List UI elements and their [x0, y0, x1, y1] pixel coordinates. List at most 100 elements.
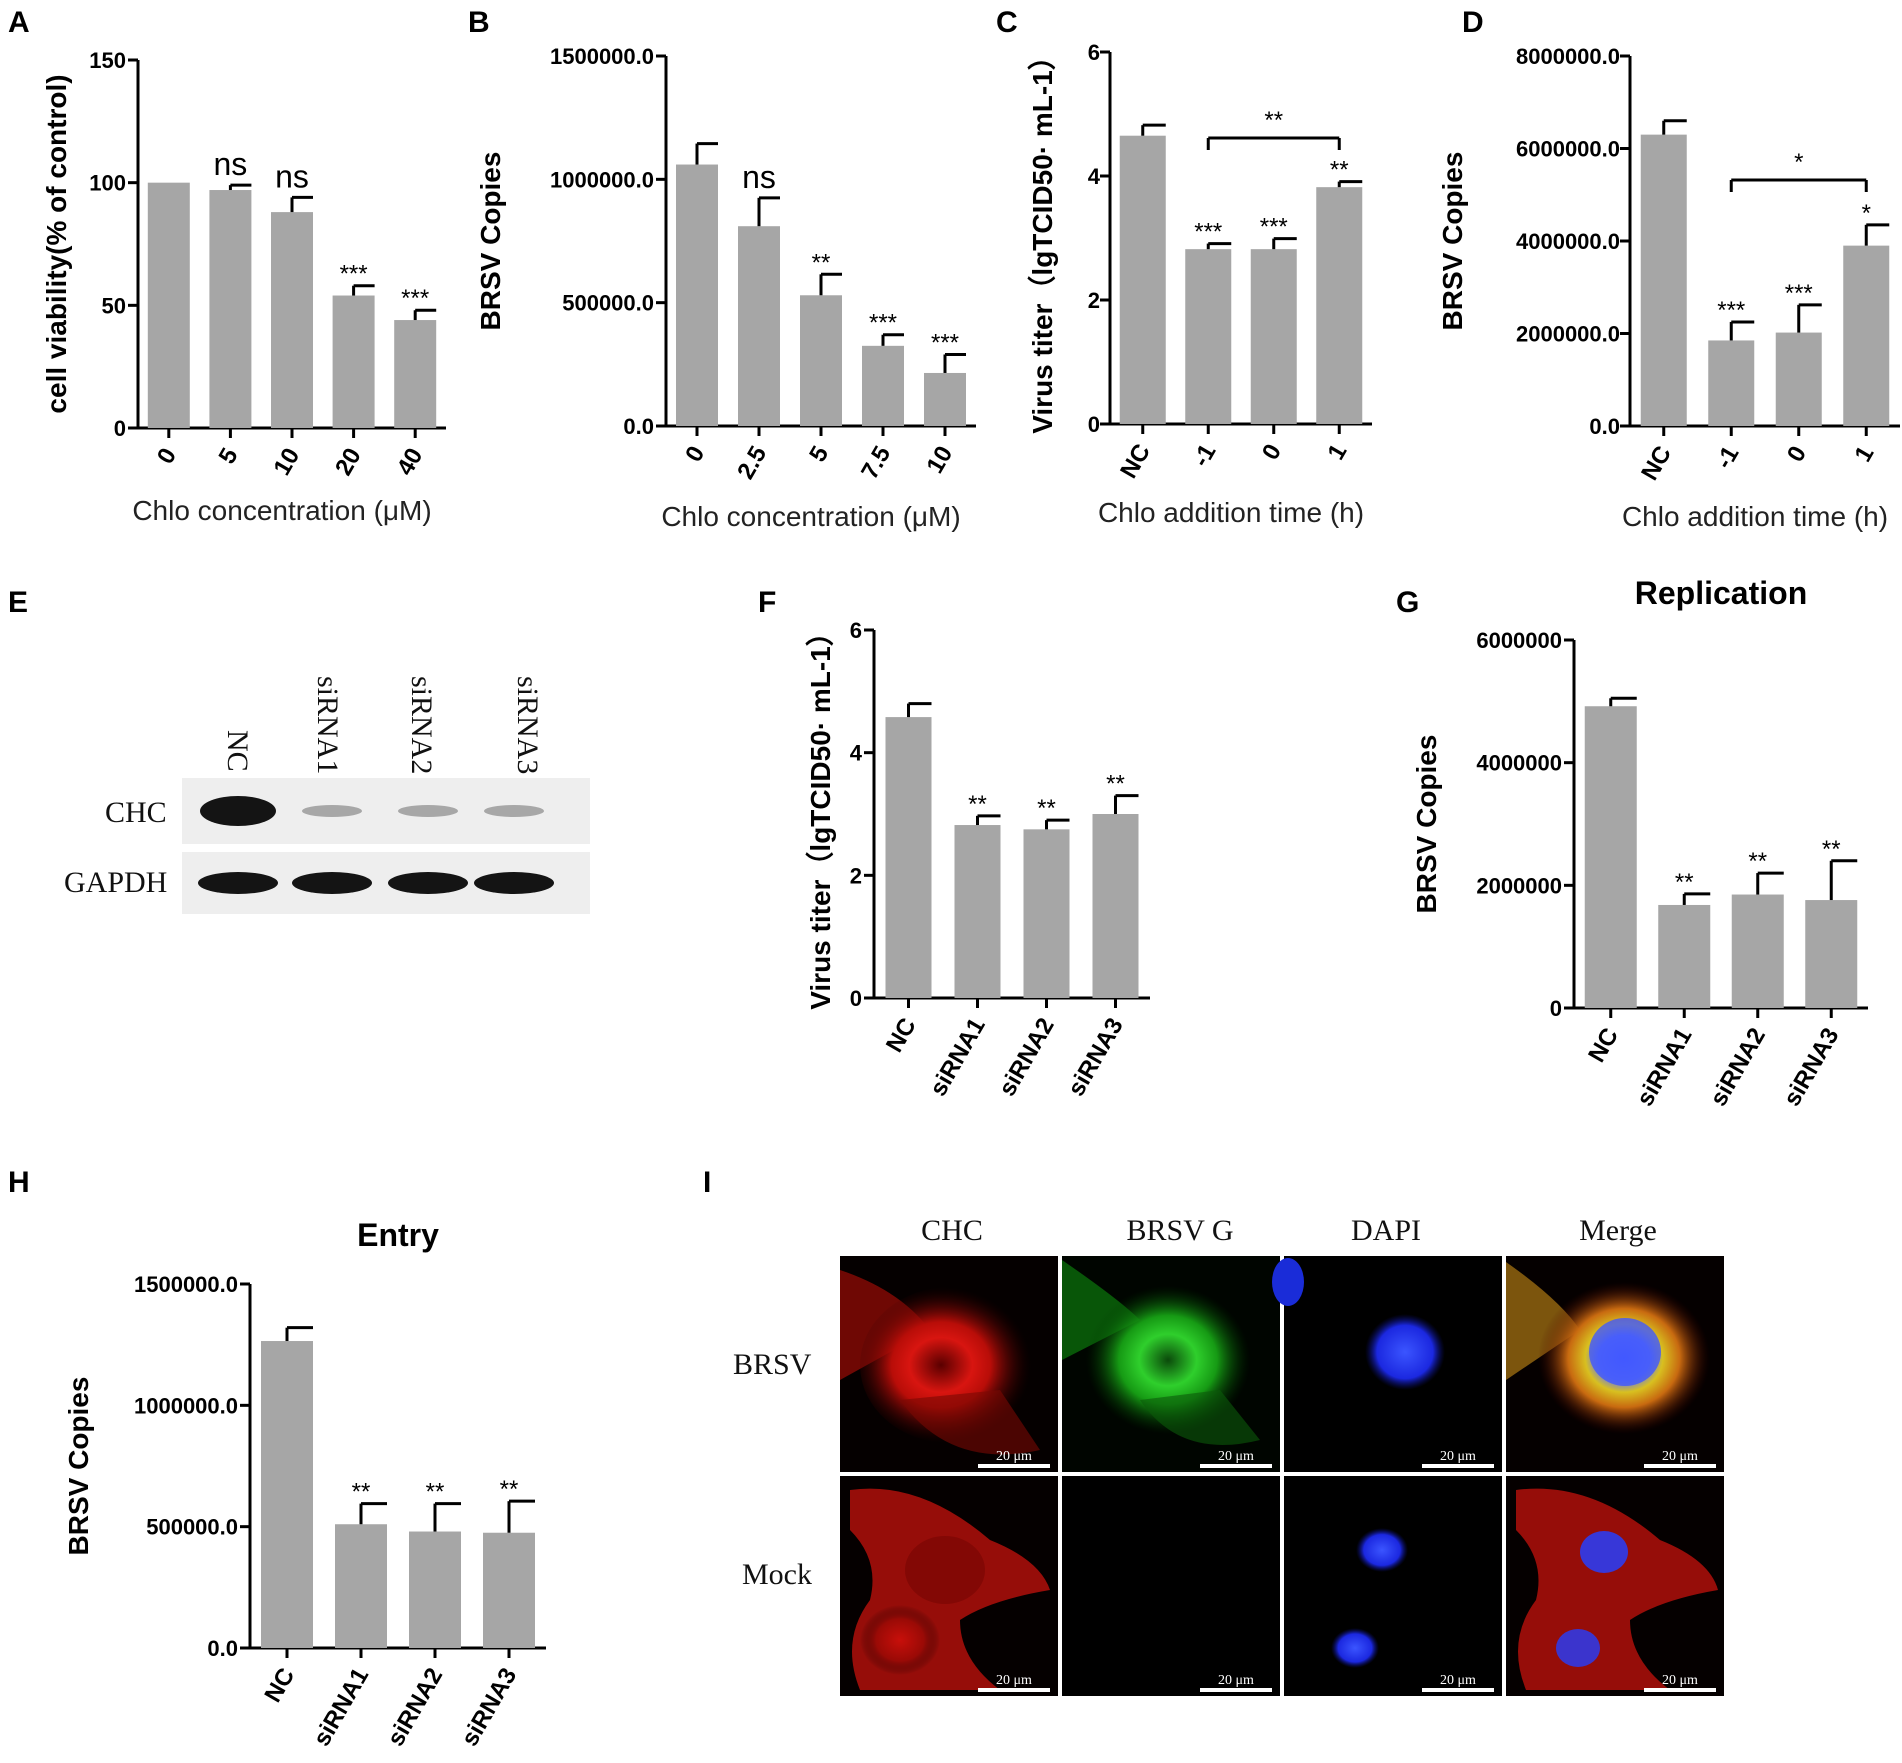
significance-label: **	[1822, 836, 1841, 863]
x-axis-label: Chlo addition time (h)	[1098, 497, 1364, 528]
scale-bar-label: 20 μm	[1440, 1449, 1476, 1464]
y-axis-label: BRSV Copies	[475, 152, 506, 331]
blot-bands	[198, 796, 554, 894]
significance-label: ns	[214, 146, 248, 182]
significance-label: **	[1330, 157, 1349, 184]
significance-label: **	[812, 249, 831, 276]
chart-h: 0.0 500000.0 1000000.0 1500000.0 NC ** siRNA1 *…	[63, 1217, 546, 1751]
micro-tile-mock-chc	[840, 1476, 1058, 1696]
micro-col-label: DAPI	[1351, 1214, 1421, 1247]
x-tick-label: siRNA3	[456, 1664, 522, 1751]
panel-label-a: A	[8, 6, 30, 39]
bar	[409, 1531, 461, 1648]
significance-label: **	[1106, 771, 1125, 798]
scale-bar-label: 20 μm	[1662, 1673, 1698, 1688]
bar	[335, 1524, 387, 1648]
western-blot: NC siRNA1 siRNA2 siRNA3 CHC GAPDH	[64, 676, 590, 914]
bar	[1316, 187, 1363, 424]
comparison-significance: *	[1794, 149, 1803, 176]
bar	[1731, 894, 1784, 1008]
comparison-significance: **	[1264, 107, 1283, 134]
panel-label-i: I	[703, 1166, 711, 1199]
blot-lane-label: siRNA2	[405, 676, 438, 774]
x-tick-label: NC	[1636, 442, 1677, 486]
x-tick-label: siRNA1	[1631, 1024, 1697, 1111]
significance-label: ***	[340, 261, 368, 288]
x-tick-label: 0	[1782, 442, 1812, 467]
chart-b: 0.0 500000.0 1000000.0 1500000.0 0 ns 2.5 ** 5 **…	[475, 44, 976, 532]
chart-f: 0 2 4 6 NC ** siRNA1 ** siRNA2 ** siRNA3 Virus tite…	[804, 618, 1150, 1101]
scale-bar	[1200, 1464, 1272, 1468]
x-tick-label: 7.5	[856, 442, 896, 484]
blot-band	[200, 796, 276, 826]
x-tick-label: siRNA2	[382, 1664, 448, 1751]
x-tick-label: siRNA2	[1705, 1024, 1771, 1111]
significance-label: **	[1675, 869, 1694, 896]
bar	[1708, 340, 1755, 426]
micro-tile-brsv-dapi	[1272, 1256, 1502, 1472]
significance-label: ***	[1717, 297, 1745, 324]
x-tick-label: 0	[680, 442, 710, 467]
blot-band	[302, 805, 362, 817]
blot-row-label-gapdh: GAPDH	[64, 866, 167, 899]
scale-bar	[1200, 1688, 1272, 1692]
bar	[862, 345, 904, 426]
y-tick-label: 0.0	[207, 1636, 238, 1661]
x-tick-label: 5	[214, 444, 244, 469]
x-tick-label: siRNA1	[925, 1014, 991, 1101]
panel-label-e: E	[8, 586, 28, 619]
y-tick-label: 4	[1088, 164, 1101, 189]
y-tick-label: 1000000.0	[134, 1393, 238, 1418]
y-tick-label: 1500000.0	[550, 44, 654, 69]
y-axis-label: Virus titer（lgTCID50· mL-1）	[1026, 42, 1058, 434]
y-tick-label: 8000000.0	[1516, 44, 1620, 69]
blot-lane-label: siRNA3	[511, 676, 544, 774]
x-tick-label: siRNA2	[994, 1014, 1060, 1101]
bar	[924, 372, 966, 426]
micro-tile-mock-dapi	[1284, 1476, 1502, 1696]
x-tick-label: siRNA3	[1778, 1024, 1844, 1111]
significance-label: ***	[869, 310, 897, 337]
significance-label: **	[1748, 848, 1767, 875]
scale-bar-label: 20 μm	[1440, 1673, 1476, 1688]
blot-band	[474, 872, 554, 894]
scale-bar	[978, 1464, 1050, 1468]
panel-label-f: F	[758, 586, 776, 619]
microscopy-column-labels: CHC BRSV G DAPI Merge	[921, 1214, 1657, 1247]
scale-bar-label: 20 μm	[996, 1673, 1032, 1688]
x-tick-label: 2.5	[732, 442, 772, 484]
significance-label: ns	[275, 158, 309, 194]
x-axis-label: Chlo concentration (μM)	[661, 501, 960, 532]
x-tick-label: NC	[881, 1014, 922, 1058]
x-tick-label: 10	[921, 442, 958, 479]
scale-bar	[978, 1688, 1050, 1692]
blot-band	[198, 872, 278, 894]
y-tick-label: 1500000.0	[134, 1272, 238, 1297]
significance-label: *	[1862, 200, 1871, 227]
scale-bar	[1644, 1688, 1716, 1692]
y-tick-label: 4000000.0	[1516, 229, 1620, 254]
bar	[885, 717, 932, 998]
y-tick-label: 2000000.0	[1516, 322, 1620, 347]
y-tick-label: 6	[850, 618, 862, 643]
micro-tile-brsv-brsv-g	[1062, 1256, 1280, 1472]
chart-d: 0.0 2000000.0 4000000.0 6000000.0 8000000.0 N…	[1437, 44, 1900, 532]
micro-row-label-brsv: BRSV	[733, 1348, 812, 1381]
micro-col-label: CHC	[921, 1214, 983, 1247]
x-tick-label: -1	[1187, 440, 1221, 472]
micro-tile-brsv-chc	[840, 1256, 1058, 1472]
y-axis-label: Virus titer（lgTCID50· mL-1）	[804, 618, 836, 1010]
y-tick-label: 2	[850, 863, 862, 888]
blot-band	[292, 872, 372, 894]
significance-label: ***	[1260, 214, 1288, 241]
significance-label: **	[968, 791, 987, 818]
y-tick-label: 6000000	[1476, 628, 1562, 653]
bar	[1843, 245, 1890, 426]
bar	[483, 1532, 535, 1648]
micro-tile-brsv-merge	[1506, 1256, 1724, 1472]
bar	[1805, 900, 1858, 1008]
bar	[1658, 904, 1711, 1008]
x-tick-label: NC	[1115, 440, 1156, 484]
x-tick-label: siRNA1	[308, 1664, 374, 1751]
